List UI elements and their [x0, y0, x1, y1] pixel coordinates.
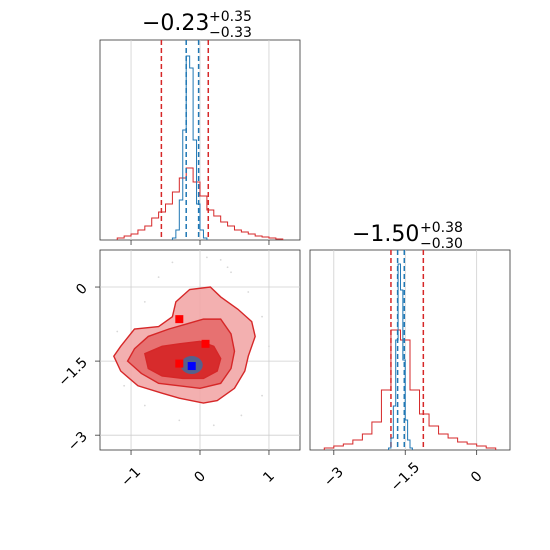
scatter-contour-panel: −1 0 1 0 −1.5 −3: [55, 249, 301, 490]
scatter-dot: [143, 300, 146, 303]
tick-label: −1.5: [55, 355, 90, 390]
scatter-dot: [157, 276, 160, 279]
scatter-dot: [261, 315, 263, 318]
histogram-panel-top-left: [99, 39, 301, 245]
title-sub: −0.33: [209, 25, 252, 41]
scatter-dot: [116, 330, 119, 333]
red-marker: [201, 339, 210, 348]
hist-step: [388, 263, 413, 450]
hist-step: [116, 167, 284, 240]
scatter-dot: [205, 256, 208, 259]
tick-label: −1: [118, 464, 144, 490]
scatter-dot: [230, 271, 232, 274]
scatter-dot: [247, 291, 250, 293]
hist-step: [323, 329, 497, 450]
scatter-dot: [143, 404, 146, 407]
scatter-dot: [123, 384, 126, 387]
scatter-dot: [171, 261, 174, 264]
tick-label: 0: [73, 281, 91, 299]
tick-label: −3: [65, 429, 91, 455]
scatter-dot: [219, 258, 222, 261]
scatter-dot: [212, 424, 215, 427]
histogram-panel-bottom-right: −3 −1.5 0: [309, 249, 511, 495]
tick-label: 0: [191, 468, 209, 486]
scatter-dot: [268, 345, 270, 348]
tick-label: −1.5: [388, 459, 423, 494]
tick-label: 1: [260, 468, 278, 486]
red-marker: [175, 315, 184, 324]
red-marker: [175, 359, 184, 368]
tick-label: −3: [321, 464, 347, 490]
scatter-dot: [178, 419, 181, 422]
scatter-dot: [226, 266, 229, 269]
blue-marker: [187, 362, 196, 371]
hist-step: [171, 55, 208, 240]
title-base: −1.50: [352, 222, 419, 247]
title-sup: +0.35: [209, 9, 252, 25]
title-top-left: −0.23 +0.35 −0.33: [142, 9, 252, 41]
title-sup: +0.38: [420, 220, 463, 236]
title-bottom-right: −1.50 +0.38 −0.30: [352, 220, 463, 252]
title-base: −0.23: [142, 11, 209, 36]
title-sub: −0.30: [420, 236, 463, 252]
tick-label: 0: [468, 468, 486, 486]
scatter-dot: [261, 394, 263, 397]
scatter-dot: [240, 414, 243, 417]
